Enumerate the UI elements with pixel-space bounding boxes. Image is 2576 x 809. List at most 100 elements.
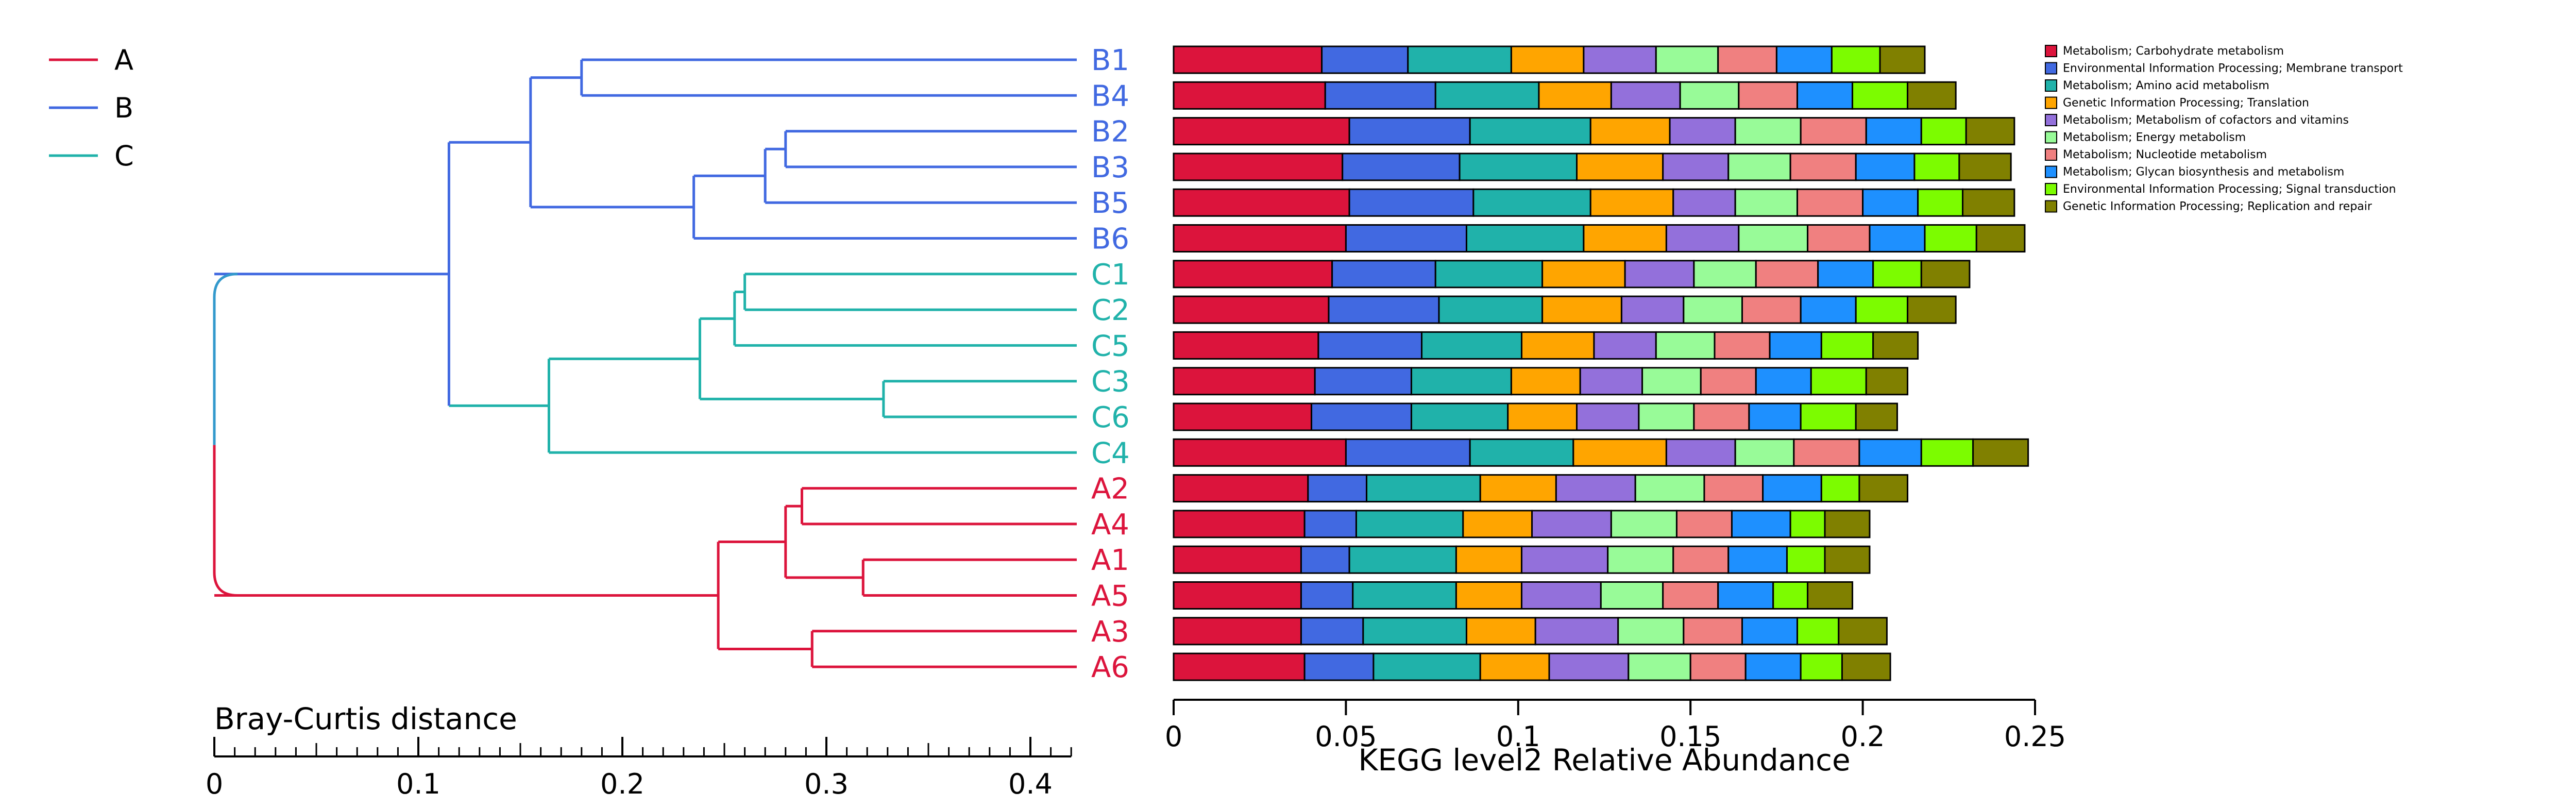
bar-segment-B6-9 xyxy=(1975,224,2026,252)
legend-swatch-7 xyxy=(2045,165,2057,178)
legend-swatch-1 xyxy=(2045,62,2057,75)
bar-segment-A4-7 xyxy=(1731,510,1791,538)
bar-segment-B1-9 xyxy=(1879,45,1926,74)
legend-swatch-4 xyxy=(2045,114,2057,126)
sample-label-A3: A3 xyxy=(1091,615,1129,649)
sample-label-C2: C2 xyxy=(1091,294,1130,327)
bar-segment-C2-4 xyxy=(1620,295,1685,324)
bar-segment-C2-6 xyxy=(1741,295,1802,324)
sample-label-A6: A6 xyxy=(1091,651,1129,684)
bar-segment-C6-7 xyxy=(1748,402,1802,431)
bar-segment-B5-8 xyxy=(1917,188,1964,217)
legend-swatch-6 xyxy=(2045,148,2057,161)
bar-segment-C2-7 xyxy=(1800,295,1857,324)
sample-label-C5: C5 xyxy=(1091,329,1130,363)
sample-label-A5: A5 xyxy=(1091,580,1129,613)
sample-label-B4: B4 xyxy=(1091,79,1129,113)
bar-segment-A2-0 xyxy=(1173,474,1309,503)
bar-segment-B4-5 xyxy=(1679,81,1740,110)
bar-segment-B3-3 xyxy=(1575,153,1664,181)
sample-label-C4: C4 xyxy=(1091,436,1130,470)
bar-segment-C4-3 xyxy=(1572,438,1667,467)
bar-segment-B1-2 xyxy=(1407,45,1512,74)
bar-segment-A1-0 xyxy=(1173,545,1302,574)
bar-segment-C5-0 xyxy=(1173,331,1319,360)
bar-segment-A6-7 xyxy=(1744,652,1802,681)
bar-segment-C4-0 xyxy=(1173,438,1347,467)
bar-segment-B3-0 xyxy=(1173,153,1344,181)
bar-segment-A5-3 xyxy=(1455,581,1522,610)
bar-segment-B5-5 xyxy=(1734,188,1799,217)
legend-label-0: Metabolism; Carbohydrate metabolism xyxy=(2063,45,2284,58)
bar-segment-A6-6 xyxy=(1689,652,1747,681)
bar-segment-B3-8 xyxy=(1913,153,1960,181)
legend-swatch-5 xyxy=(2045,131,2057,144)
bar-segment-B4-7 xyxy=(1797,81,1854,110)
bar-segment-B5-6 xyxy=(1797,188,1864,217)
bar-segment-C1-3 xyxy=(1541,260,1626,289)
bar-segment-A5-0 xyxy=(1173,581,1302,610)
bar-segment-B6-0 xyxy=(1173,224,1347,252)
bar-segment-C3-3 xyxy=(1510,367,1581,396)
bar-segment-C2-2 xyxy=(1438,295,1544,324)
legend-label-9: Genetic Information Processing; Replicat… xyxy=(2063,200,2372,213)
bar-segment-A5-1 xyxy=(1300,581,1354,610)
bar-segment-B2-3 xyxy=(1589,117,1671,146)
bar-segment-A6-1 xyxy=(1303,652,1375,681)
bar-axis-tick-label: 0 xyxy=(1165,720,1182,753)
dendrogram-tick-label: 0 xyxy=(206,768,223,800)
bar-segment-B1-6 xyxy=(1717,45,1777,74)
bar-segment-A4-8 xyxy=(1789,510,1826,538)
legend-swatch-8 xyxy=(2045,183,2057,195)
sample-label-C1: C1 xyxy=(1091,258,1130,292)
bar-segment-B5-9 xyxy=(1962,188,2015,217)
category-legend: Metabolism; Carbohydrate metabolism Envir… xyxy=(2045,45,2403,213)
bar-segment-B3-9 xyxy=(1958,153,2012,181)
group-legend-label-B: B xyxy=(114,92,133,124)
bar-segment-A1-4 xyxy=(1520,545,1609,574)
legend-swatch-3 xyxy=(2045,96,2057,109)
bar-segment-A1-6 xyxy=(1672,545,1730,574)
bar-segment-C2-0 xyxy=(1173,295,1330,324)
bar-segment-A6-2 xyxy=(1372,652,1481,681)
bar-segment-A1-3 xyxy=(1455,545,1522,574)
bar-segment-C6-5 xyxy=(1638,402,1695,431)
dendrogram-tick-label: 0.3 xyxy=(804,768,849,800)
bar-x-axis: KEGG level2 Relative Abundance 0 0.05 0.1 0… xyxy=(1165,699,2066,778)
bar-segment-B5-2 xyxy=(1472,188,1591,217)
bar-segment-B6-4 xyxy=(1665,224,1740,252)
bar-segment-A3-4 xyxy=(1534,617,1619,646)
legend-swatch-9 xyxy=(2045,200,2057,213)
bar-segment-C3-4 xyxy=(1579,367,1643,396)
bar-segment-B1-8 xyxy=(1831,45,1881,74)
bar-segment-C1-4 xyxy=(1624,260,1695,289)
bar-x-axis-title: KEGG level2 Relative Abundance xyxy=(1358,743,1850,778)
bar-segment-A5-5 xyxy=(1600,581,1664,610)
sample-label-A1: A1 xyxy=(1091,544,1129,577)
bar-segment-A1-1 xyxy=(1300,545,1350,574)
bar-segment-C6-1 xyxy=(1311,402,1412,431)
group-legend-label-C: C xyxy=(114,140,134,172)
bar-segment-A3-7 xyxy=(1741,617,1799,646)
bar-segment-B6-5 xyxy=(1738,224,1809,252)
sample-label-B1: B1 xyxy=(1091,44,1129,77)
legend-label-4: Metabolism; Metabolism of cofactors and … xyxy=(2063,114,2349,127)
bar-segment-B3-6 xyxy=(1789,153,1857,181)
sample-label-A2: A2 xyxy=(1091,473,1129,506)
bar-segment-C5-4 xyxy=(1593,331,1657,360)
bar-segment-A1-7 xyxy=(1727,545,1788,574)
bar-segment-C5-6 xyxy=(1714,331,1771,360)
legend-swatch-2 xyxy=(2045,79,2057,92)
bar-segment-B5-0 xyxy=(1173,188,1350,217)
bar-segment-B6-6 xyxy=(1807,224,1871,252)
bar-segment-A5-7 xyxy=(1717,581,1774,610)
dendrogram-root-lower xyxy=(213,445,238,597)
bar-segment-B4-4 xyxy=(1610,81,1681,110)
group-legend-label-A: A xyxy=(114,44,133,76)
dendrogram-tick-label: 0.1 xyxy=(396,768,440,800)
bar-segment-B5-1 xyxy=(1348,188,1475,217)
bar-segment-A2-9 xyxy=(1858,474,1909,503)
bar-segment-A4-2 xyxy=(1355,510,1464,538)
bar-segment-C4-9 xyxy=(1972,438,2029,467)
